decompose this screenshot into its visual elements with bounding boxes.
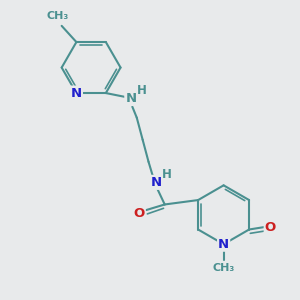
Text: CH₃: CH₃ — [212, 263, 235, 273]
Text: O: O — [265, 220, 276, 234]
Text: H: H — [137, 84, 147, 97]
Text: N: N — [150, 176, 161, 189]
Text: N: N — [125, 92, 136, 105]
Text: H: H — [162, 168, 172, 181]
Text: N: N — [218, 238, 229, 251]
Text: CH₃: CH₃ — [46, 11, 68, 21]
Text: N: N — [71, 87, 82, 100]
Text: O: O — [134, 207, 145, 220]
